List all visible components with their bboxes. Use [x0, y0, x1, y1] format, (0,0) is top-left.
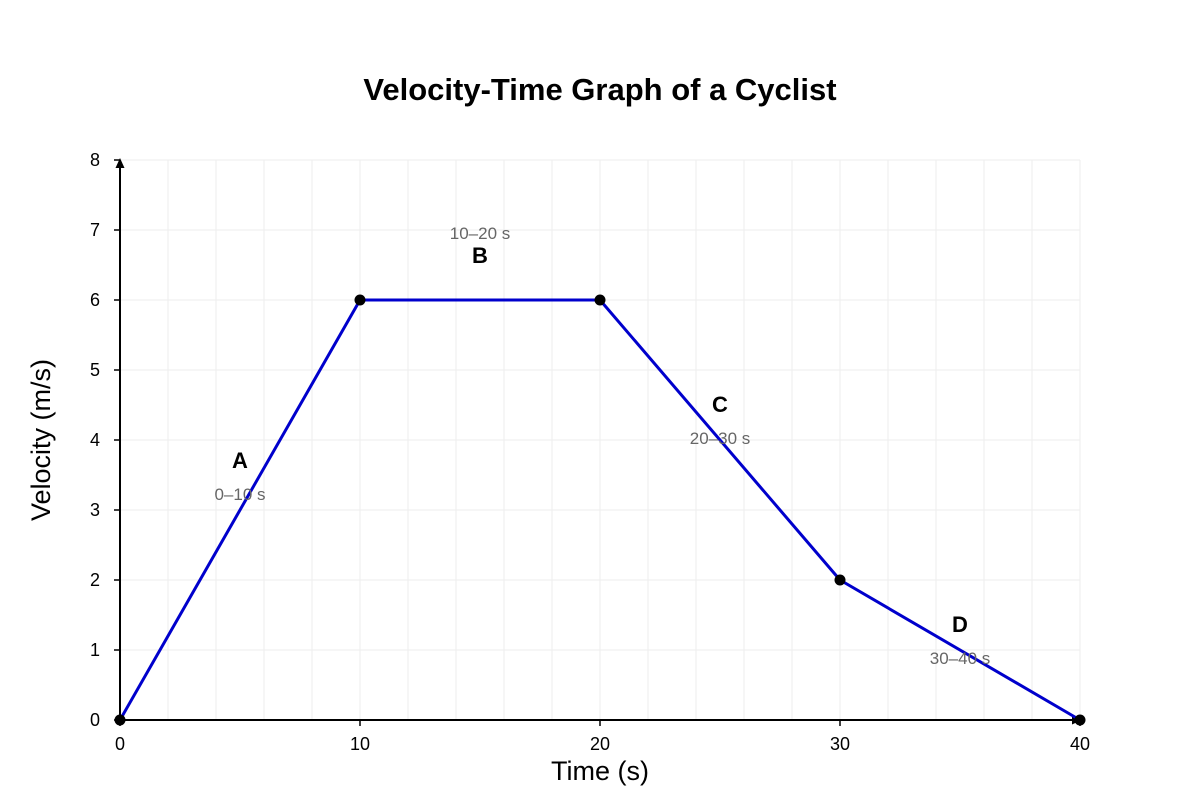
axes: 0 10 20 30 40 0 1 2 3 4 5 6 7 8 [90, 150, 1090, 754]
y-tick-label: 8 [90, 150, 100, 170]
y-tick-label: 3 [90, 500, 100, 520]
x-tick-label: 0 [115, 734, 125, 754]
segment-label: C [712, 392, 728, 417]
x-tick-label: 30 [830, 734, 850, 754]
data-point [354, 294, 366, 306]
segment-range-label: 10–20 s [450, 224, 511, 243]
y-axis-arrowhead [115, 158, 125, 168]
y-tick-label: 2 [90, 570, 100, 590]
y-tick-label: 7 [90, 220, 100, 240]
y-tick-label: 4 [90, 430, 100, 450]
series [114, 294, 1086, 726]
x-tick-label: 10 [350, 734, 370, 754]
data-point [834, 574, 846, 586]
segment-annotations: A 0–10 s B10–20 s C 20–30 s D 30–40 s [214, 224, 990, 668]
x-axis-label: Time (s) [551, 756, 649, 786]
data-point [114, 714, 126, 726]
segment-range-label: 20–30 s [690, 429, 751, 448]
x-tick-label: 40 [1070, 734, 1090, 754]
data-point [594, 294, 606, 306]
x-tick-label: 20 [590, 734, 610, 754]
segment-range-label: 0–10 s [214, 485, 265, 504]
segment-label: D [952, 612, 968, 637]
y-axis-label: Velocity (m/s) [26, 359, 56, 521]
y-tick-label: 6 [90, 290, 100, 310]
chart-title: Velocity-Time Graph of a Cyclist [363, 72, 836, 107]
y-tick-label: 0 [90, 710, 100, 730]
segment-range-label: 30–40 s [930, 649, 991, 668]
segment-label: A [232, 448, 248, 473]
y-tick-label: 1 [90, 640, 100, 660]
data-point [1074, 714, 1086, 726]
y-tick-label: 5 [90, 360, 100, 380]
segment-label: B [472, 243, 488, 268]
